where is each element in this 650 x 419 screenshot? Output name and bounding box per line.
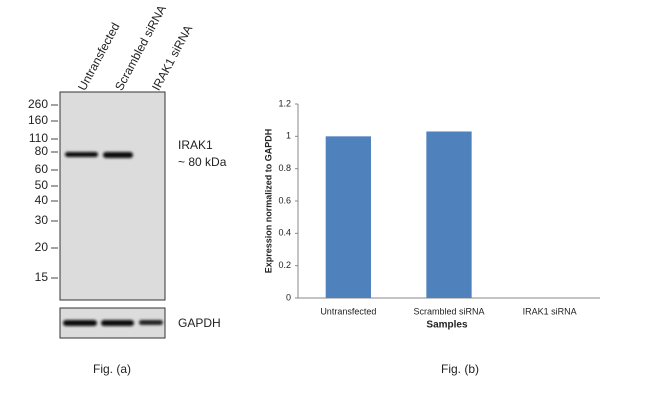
bands bbox=[63, 152, 163, 326]
y-tick-label: 1.2 bbox=[278, 98, 291, 108]
marker-label: 20 bbox=[35, 240, 49, 254]
band bbox=[65, 152, 98, 157]
marker-label: 160 bbox=[28, 113, 48, 127]
y-tick-label: 1 bbox=[286, 131, 291, 141]
bar bbox=[426, 131, 472, 298]
marker-label: 30 bbox=[35, 213, 49, 227]
y-tick-label: 0.8 bbox=[278, 163, 291, 173]
x-tick-label: Scrambled siRNA bbox=[413, 306, 484, 316]
caption: Fig. (a) bbox=[93, 362, 131, 376]
band bbox=[103, 152, 133, 158]
y-tick-label: 0 bbox=[286, 292, 291, 302]
x-tick-label: IRAK1 siRNA bbox=[523, 306, 577, 316]
marker-label: 15 bbox=[35, 270, 49, 284]
bar bbox=[325, 136, 371, 298]
y-tick-label: 0.2 bbox=[278, 260, 291, 270]
marker-label: 260 bbox=[28, 97, 48, 111]
marker-label: 110 bbox=[29, 131, 48, 145]
y-tick-label: 0.6 bbox=[278, 195, 291, 205]
band bbox=[101, 320, 134, 326]
blot-membrane bbox=[59, 91, 166, 301]
control-label: GAPDH bbox=[178, 316, 221, 330]
band bbox=[139, 320, 163, 325]
x-tick-label: Untransfected bbox=[320, 306, 376, 316]
marker-label: 40 bbox=[35, 193, 49, 207]
y-axis-title: Expression normalized to GAPDH bbox=[263, 129, 273, 274]
x-axis-title: Samples bbox=[426, 320, 468, 331]
marker-label: 60 bbox=[35, 162, 49, 176]
caption: Fig. (b) bbox=[441, 362, 479, 376]
marker-label: 50 bbox=[35, 178, 49, 192]
marker-label: 80 bbox=[35, 144, 49, 158]
target-label: IRAK1 bbox=[178, 138, 213, 152]
target-size: ~ 80 kDa bbox=[178, 155, 227, 169]
y-tick-label: 0.4 bbox=[278, 228, 291, 238]
band bbox=[63, 320, 97, 326]
